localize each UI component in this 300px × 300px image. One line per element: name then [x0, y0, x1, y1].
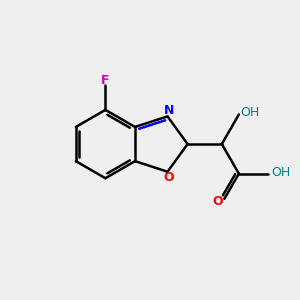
Text: O: O: [212, 195, 223, 208]
Text: N: N: [164, 104, 174, 117]
Text: OH: OH: [271, 166, 290, 179]
Text: F: F: [101, 74, 110, 87]
Text: O: O: [164, 171, 174, 184]
Text: OH: OH: [241, 106, 260, 119]
